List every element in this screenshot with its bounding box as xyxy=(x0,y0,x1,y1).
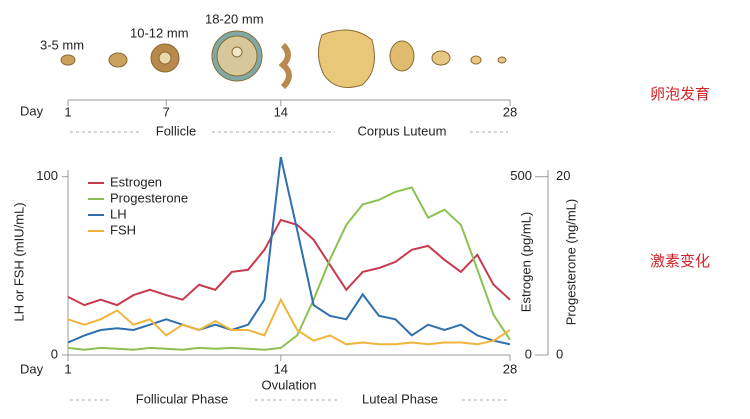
legend-label: Estrogen xyxy=(110,174,162,189)
y-tick-label: 100 xyxy=(36,168,58,183)
top-tick-label: 7 xyxy=(163,104,170,119)
top-tick-label: 28 xyxy=(503,104,517,119)
annotation: Ovulation xyxy=(262,377,317,392)
y3-tick-label: 0 xyxy=(556,346,563,361)
phase-label: Corpus Luteum xyxy=(358,123,447,138)
side-label: 卵泡发育 xyxy=(650,86,710,103)
legend-label: Progesterone xyxy=(110,190,188,205)
side-label: 激素变化 xyxy=(650,253,710,270)
series-line xyxy=(67,218,511,307)
size-label: 10-12 mm xyxy=(130,25,189,40)
x-axis-title: Day xyxy=(20,361,44,376)
top-tick-label: 14 xyxy=(274,104,288,119)
annotation: Follicular Phase xyxy=(136,391,229,406)
follicles xyxy=(60,29,507,90)
size-label: 3-5 mm xyxy=(40,37,84,52)
x-tick-label: 1 xyxy=(64,361,71,376)
y-axis-title: LH or FSH (mIU/mL) xyxy=(11,202,26,321)
annotation: Luteal Phase xyxy=(362,391,438,406)
x-tick-label: 14 xyxy=(274,361,288,376)
y-tick-label: 0 xyxy=(51,346,58,361)
top-axis-label: Day xyxy=(20,103,44,118)
x-tick-label: 28 xyxy=(503,361,517,376)
size-label: 18-20 mm xyxy=(205,11,264,26)
y2-tick-label: 500 xyxy=(510,168,532,183)
phase-label: Follicle xyxy=(156,123,196,138)
series-line xyxy=(67,297,511,346)
y2-axis-title: Estrogen (pg/mL) xyxy=(518,212,533,312)
series-line xyxy=(67,186,511,351)
legend-label: LH xyxy=(110,206,127,221)
y2-tick-label: 0 xyxy=(525,346,532,361)
top-tick-label: 1 xyxy=(64,104,71,119)
y3-tick-label: 20 xyxy=(556,168,570,183)
y3-axis-title: Progesterone (ng/mL) xyxy=(563,199,578,325)
series-line xyxy=(67,156,511,346)
legend-label: FSH xyxy=(110,222,136,237)
